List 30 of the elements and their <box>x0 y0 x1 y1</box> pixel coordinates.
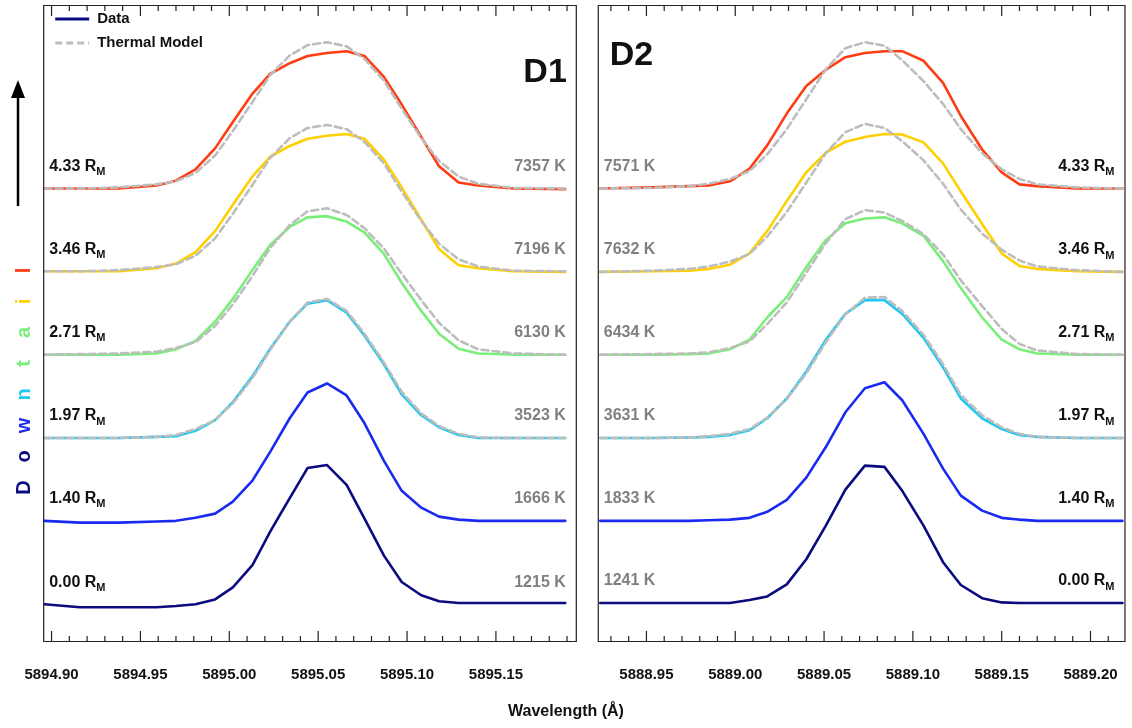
x-tick-label: 5895.05 <box>291 665 346 683</box>
annotation: 3631 K <box>603 406 656 424</box>
annotation: 1241 K <box>603 571 656 589</box>
x-tick-label: 5894.90 <box>24 665 79 683</box>
annotation: 3523 K <box>514 406 567 424</box>
legend-label: Thermal Model <box>97 33 204 51</box>
chart-title: D2 <box>609 34 654 73</box>
x-axis-title: Wavelength (Å) <box>507 702 625 720</box>
x-tick-label: 5889.05 <box>796 665 852 683</box>
annotation: 1215 K <box>514 572 567 590</box>
text: Downtail <box>11 267 34 495</box>
x-tick-label: 5889.10 <box>885 665 940 683</box>
annotation: 1833 K <box>603 489 656 507</box>
annotation: 1666 K <box>514 489 567 507</box>
x-tick-label: 5889.00 <box>708 665 763 683</box>
annotation: 7357 K <box>514 156 567 174</box>
x-tick-label: 5894.95 <box>113 665 168 683</box>
annotation: 7571 K <box>603 156 656 174</box>
x-tick-label: 5895.10 <box>379 665 435 683</box>
x-tick-label: 5895.15 <box>468 665 524 683</box>
x-tick-label: 5889.15 <box>974 665 1029 683</box>
annotation: 6130 K <box>514 323 567 341</box>
x-tick-label: 5889.20 <box>1063 665 1118 683</box>
annotation: 7632 K <box>603 240 656 258</box>
legend-label: Data <box>97 9 131 27</box>
annotation: 7196 K <box>514 239 567 257</box>
x-tick-label: 5888.95 <box>619 665 674 683</box>
chart-title: D1 <box>523 51 567 90</box>
annotation: 6434 K <box>603 323 656 341</box>
x-tick-label: 5895.00 <box>202 665 257 683</box>
